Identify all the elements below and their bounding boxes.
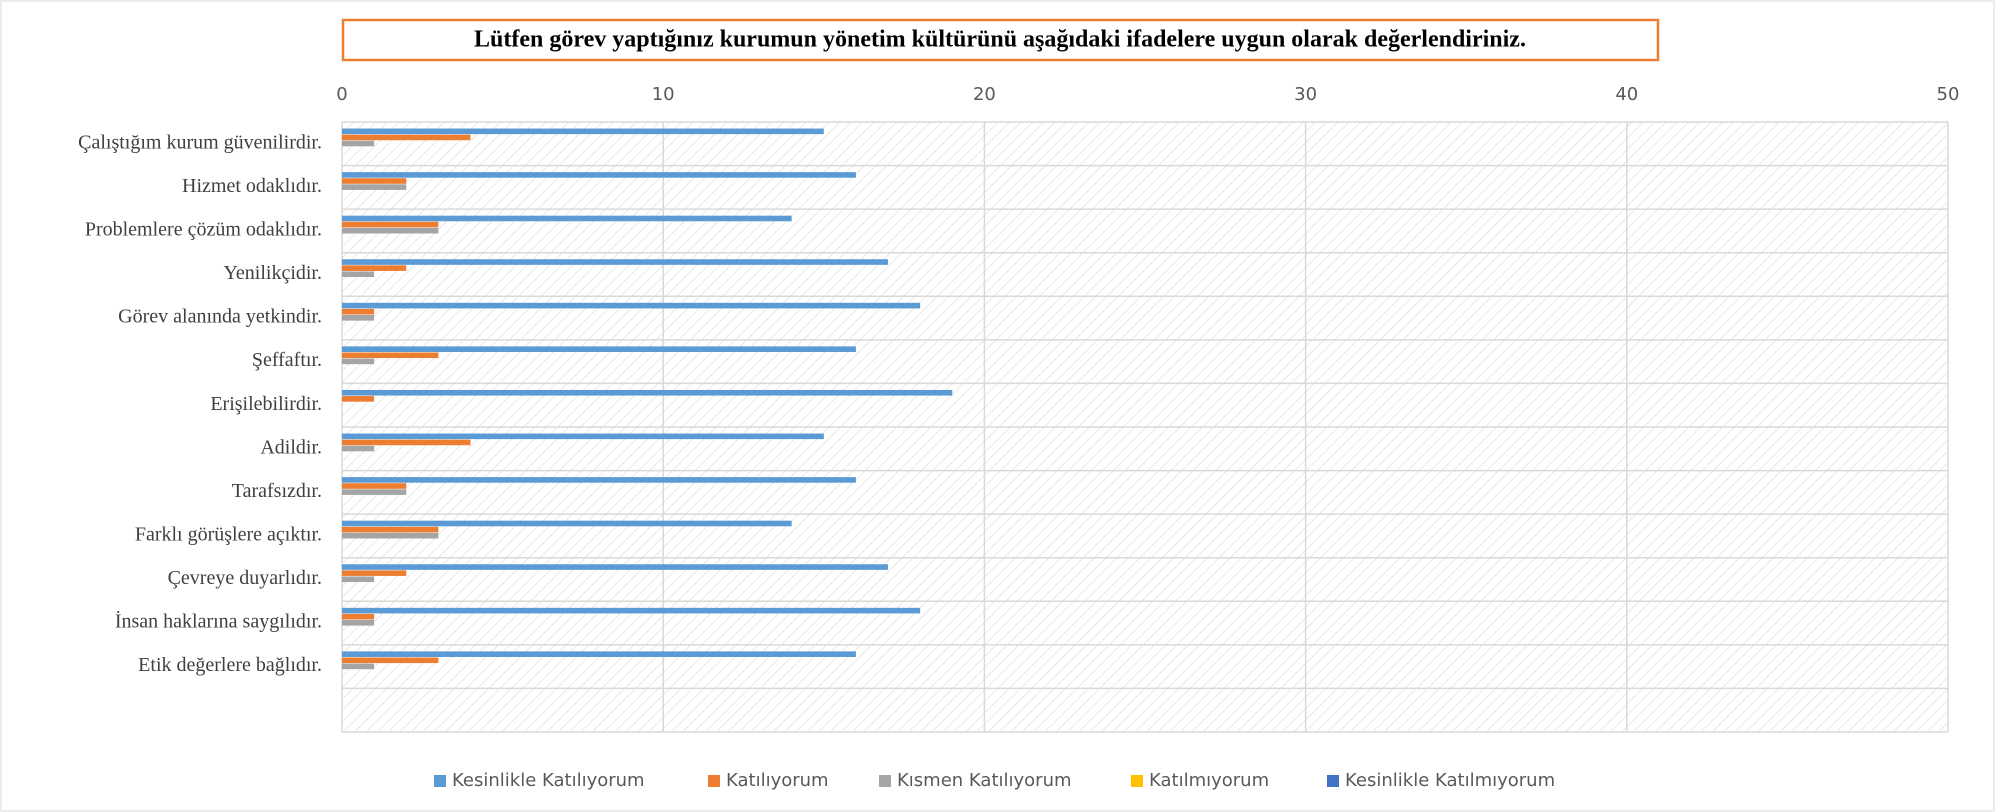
bar: [342, 346, 856, 352]
y-tick-label: Erişilebilirdir.: [210, 393, 322, 415]
bar: [342, 358, 375, 365]
bar: [342, 439, 471, 446]
bar: [342, 271, 375, 278]
y-tick-label: Hizmet odaklıdır.: [182, 175, 322, 197]
bar: [342, 607, 921, 614]
bar: [342, 215, 792, 222]
y-tick-label: Görev alanında yetkindir.: [118, 306, 322, 328]
x-tick-label: 40: [1615, 84, 1638, 105]
bar: [342, 520, 792, 527]
legend-label: Katılmıyorum: [1149, 770, 1269, 791]
x-tick-label: 50: [1937, 84, 1960, 105]
legend-swatch: [1131, 775, 1143, 787]
legend-swatch: [879, 775, 891, 787]
legend-label: Kesinlikle Katılıyorum: [452, 770, 645, 791]
y-tick-label: Çevreye duyarlıdır.: [168, 567, 322, 589]
y-tick-label: Problemlere çözüm odaklıdır.: [85, 219, 322, 241]
bar: [342, 178, 407, 184]
bar: [342, 302, 921, 309]
bar: [342, 315, 375, 321]
bar: [342, 140, 375, 147]
x-tick-label: 0: [336, 84, 347, 105]
bar: [342, 576, 375, 583]
bar: [342, 128, 824, 135]
bar: [342, 483, 407, 489]
bar: [342, 389, 953, 396]
bar: [342, 221, 439, 228]
bar: [342, 651, 856, 657]
bar: [342, 184, 407, 190]
y-tick-label: Çalıştığım kurum güvenilirdir.: [78, 131, 322, 153]
bar: [342, 433, 824, 440]
x-tick-label: 20: [973, 84, 996, 105]
y-tick-label: Farklı görüşlere açıktır.: [135, 524, 322, 546]
y-tick-label: Etik değerlere bağlıdır.: [138, 654, 322, 676]
y-tick-label: Adildir.: [260, 436, 322, 458]
bar: [342, 620, 375, 626]
bar: [342, 396, 375, 402]
legend-swatch: [708, 775, 720, 787]
bar: [342, 227, 439, 234]
bar: [342, 532, 439, 539]
title-box: [341, 18, 1660, 62]
chart-title: Lütfen görev yaptığınız kurumun yönetim …: [474, 27, 1526, 53]
bar: [342, 663, 375, 670]
y-tick-label: İnsan haklarına saygılıdır.: [115, 610, 322, 633]
y-tick-label: Şeffaftır.: [252, 349, 322, 371]
bar: [342, 134, 471, 141]
x-tick-label: 30: [1294, 84, 1317, 105]
bar: [342, 613, 375, 620]
bar: [342, 352, 439, 359]
bar: [342, 570, 407, 576]
bar: [342, 308, 375, 315]
y-tick-label: Tarafsızdır.: [232, 480, 322, 502]
bar: [342, 172, 856, 178]
legend-swatch: [434, 775, 446, 787]
legend-label: Katılıyorum: [726, 770, 829, 791]
y-tick-label: Yenilikçidir.: [223, 262, 322, 284]
bar: [342, 445, 375, 452]
bar: [342, 657, 439, 664]
legend-swatch: [1327, 775, 1339, 787]
bar: [342, 477, 856, 483]
bar: [342, 489, 407, 495]
legend-label: Kısmen Katılıyorum: [897, 770, 1072, 791]
bar: [342, 259, 889, 265]
x-tick-label: 10: [652, 84, 675, 105]
bar: [342, 564, 889, 570]
bar: [342, 265, 407, 271]
bar: [342, 526, 439, 533]
legend-label: Kesinlikle Katılmıyorum: [1345, 770, 1555, 791]
